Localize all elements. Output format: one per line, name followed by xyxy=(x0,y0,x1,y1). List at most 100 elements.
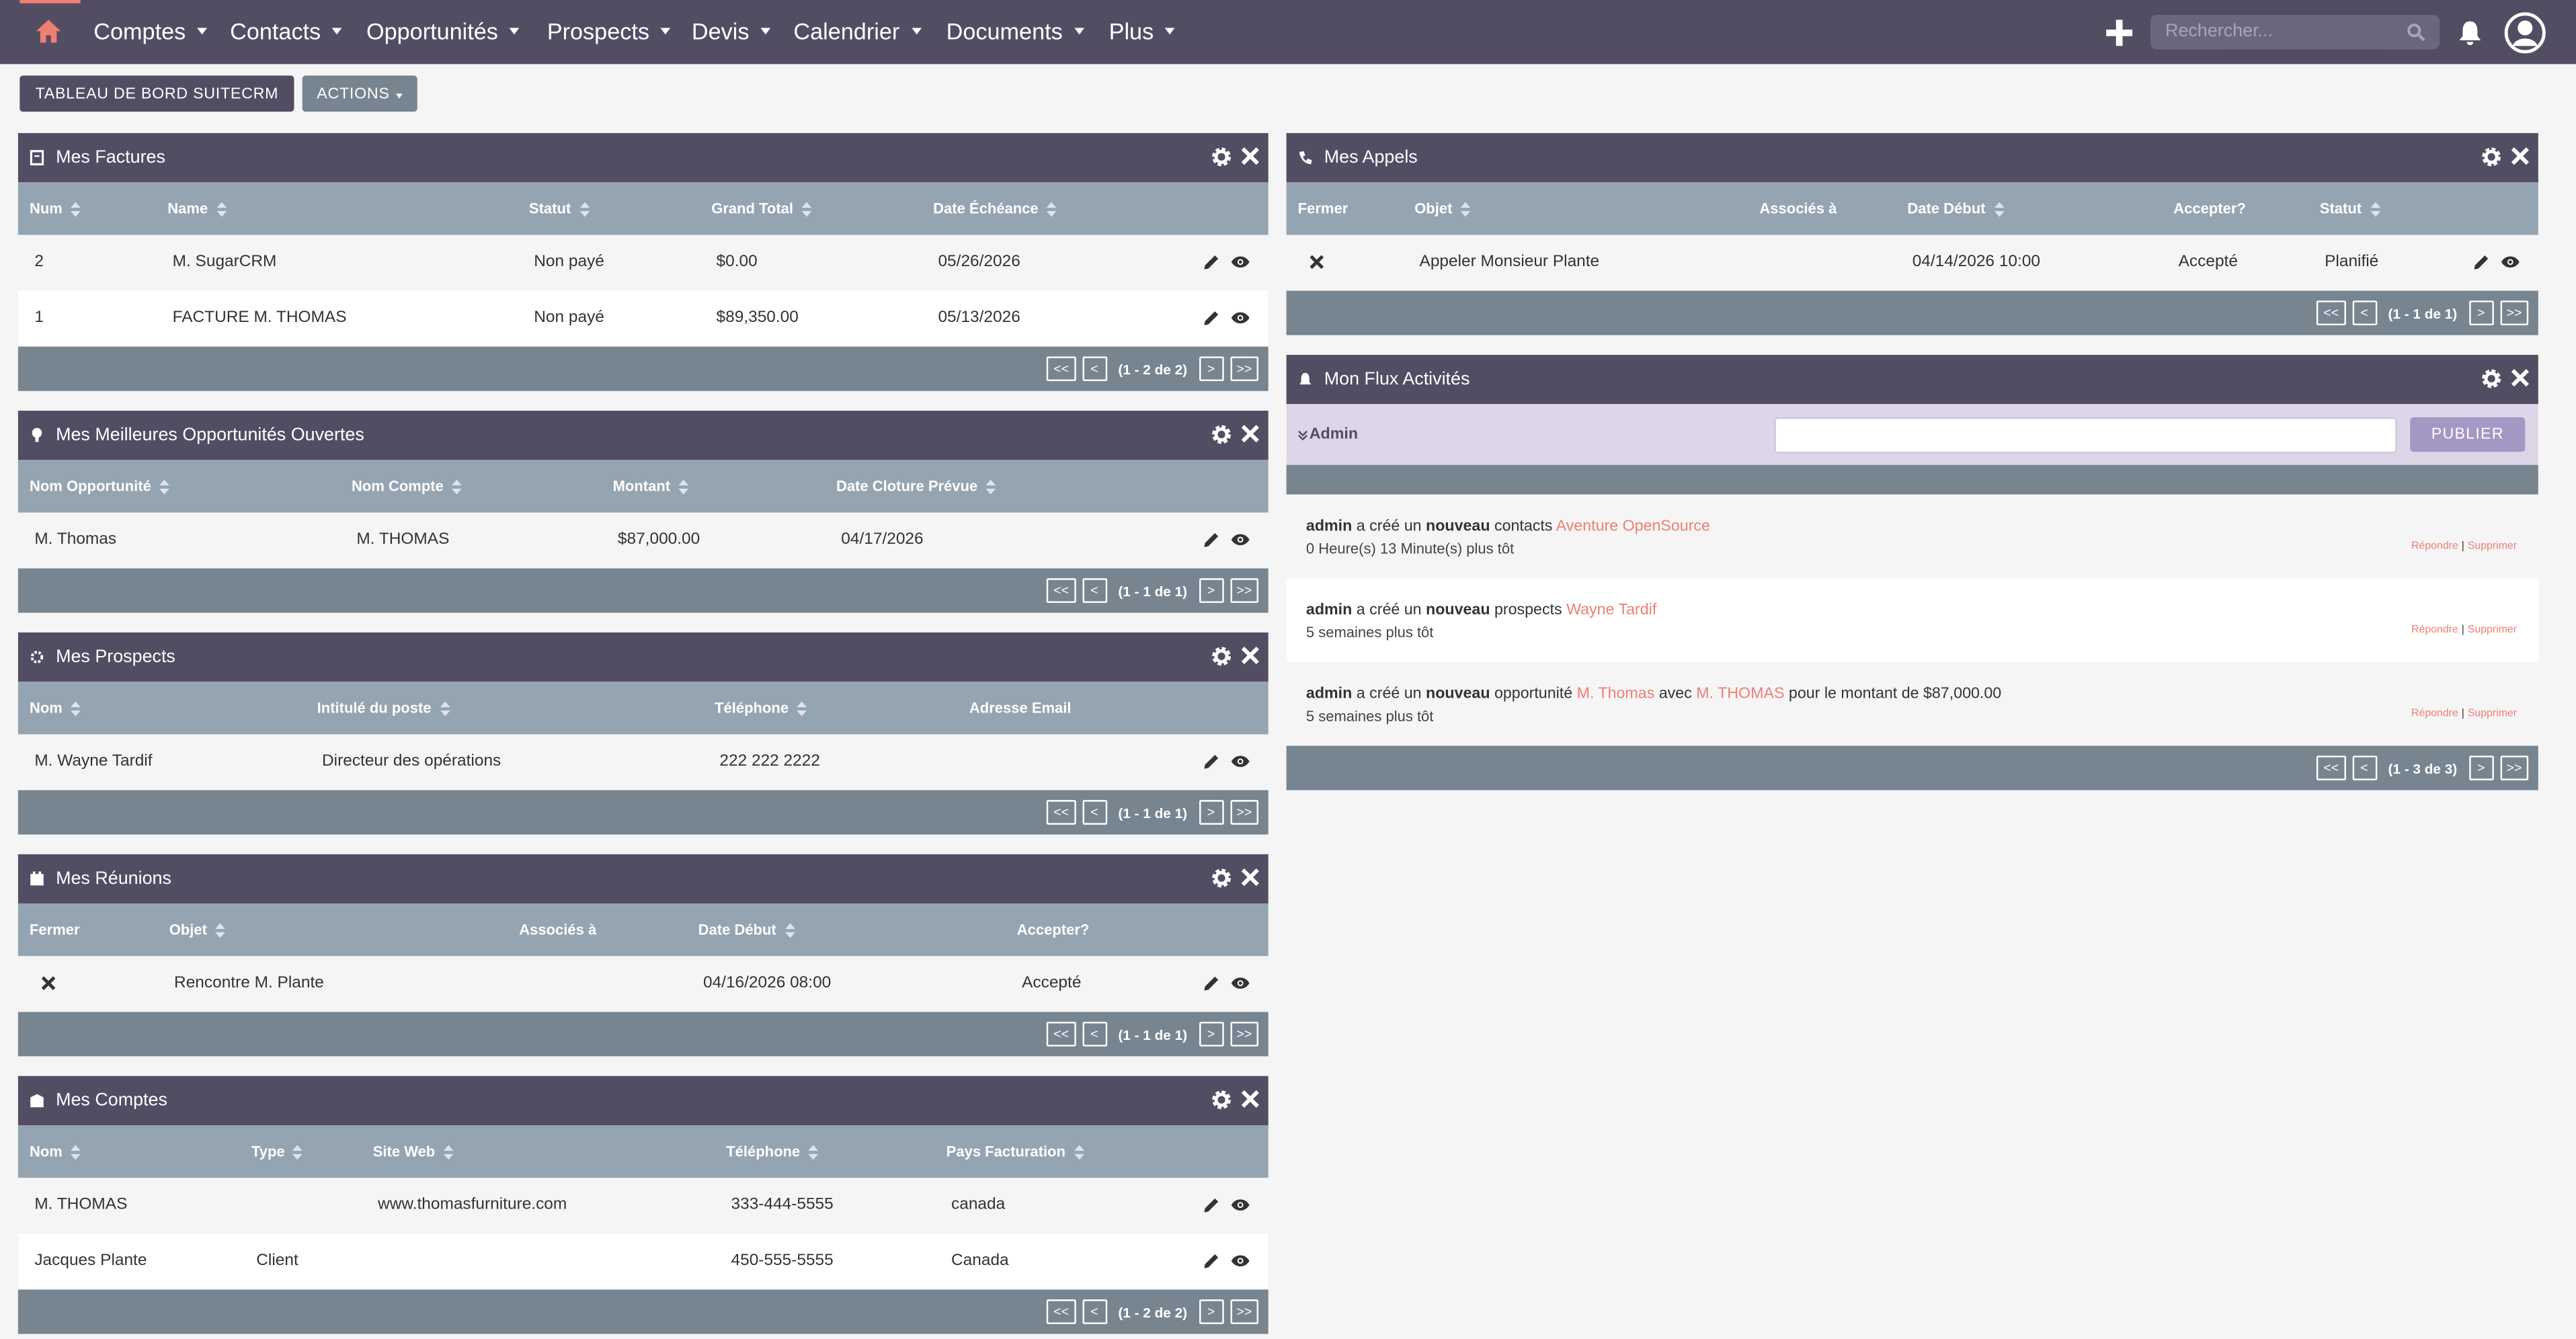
close-button[interactable] xyxy=(2510,368,2530,387)
pager-button[interactable]: > xyxy=(1199,800,1223,825)
pager-button[interactable]: > xyxy=(1199,578,1223,603)
pager-button[interactable]: >> xyxy=(1230,1022,1259,1047)
edit-button[interactable] xyxy=(1203,309,1221,327)
table-cell[interactable]: Jacques Plante xyxy=(34,1252,147,1270)
edit-button[interactable] xyxy=(1203,752,1221,770)
delete-link[interactable]: Supprimer xyxy=(2467,540,2518,553)
table-cell[interactable]: Appeler Monsieur Plante xyxy=(1419,253,1600,272)
create-button[interactable] xyxy=(2106,19,2133,46)
nav-menu-item[interactable]: Contacts xyxy=(230,18,342,44)
close-record-button[interactable] xyxy=(41,976,56,991)
edit-button[interactable] xyxy=(1203,1196,1221,1214)
pager-button[interactable]: < xyxy=(1082,1299,1107,1324)
close-button[interactable] xyxy=(1240,1089,1260,1108)
close-button[interactable] xyxy=(1240,867,1260,887)
delete-link[interactable]: Supprimer xyxy=(2467,624,2518,636)
nav-menu-item[interactable]: Comptes xyxy=(93,18,208,44)
pager-button[interactable]: < xyxy=(1082,356,1107,381)
column-header[interactable]: Statut xyxy=(2320,200,2380,217)
view-button[interactable] xyxy=(1230,1254,1250,1268)
settings-button[interactable] xyxy=(1211,645,1232,667)
column-header[interactable]: Date Début xyxy=(1907,200,2004,217)
edit-button[interactable] xyxy=(1203,253,1221,271)
settings-button[interactable] xyxy=(2481,147,2502,168)
reply-link[interactable]: Répondre xyxy=(2411,624,2458,636)
settings-button[interactable] xyxy=(1211,867,1232,889)
table-cell[interactable]: M. Thomas xyxy=(34,530,117,549)
view-button[interactable] xyxy=(1230,754,1250,769)
activity-segment[interactable]: Aventure OpenSource xyxy=(1556,517,1710,536)
notifications-button[interactable] xyxy=(2458,19,2483,46)
close-button[interactable] xyxy=(1240,424,1260,444)
column-header[interactable]: Intitulé du poste xyxy=(317,700,450,717)
table-cell[interactable]: M. THOMAS xyxy=(34,1196,128,1215)
dashboard-button[interactable]: TABLEAU DE BORD SUITECRM xyxy=(19,75,294,112)
activity-segment[interactable]: M. THOMAS xyxy=(1696,685,1785,703)
pager-button[interactable]: > xyxy=(2468,300,2494,325)
pager-button[interactable]: >> xyxy=(1230,800,1259,825)
nav-menu-item[interactable]: Plus xyxy=(1109,18,1175,44)
column-header[interactable]: Statut xyxy=(529,200,590,217)
view-button[interactable] xyxy=(1230,255,1250,270)
column-header[interactable]: Montant xyxy=(613,478,688,495)
column-header[interactable]: Type xyxy=(251,1143,303,1160)
table-cell[interactable]: 222 222 2222 xyxy=(719,752,820,771)
table-cell[interactable]: 450-555-5555 xyxy=(731,1252,834,1270)
close-button[interactable] xyxy=(1240,147,1260,166)
pager-button[interactable]: < xyxy=(1082,1022,1107,1047)
column-header[interactable]: Site Web xyxy=(373,1143,454,1160)
table-cell[interactable]: 333-444-5555 xyxy=(731,1196,834,1215)
column-header[interactable]: Téléphone xyxy=(715,700,807,717)
pager-button[interactable]: >> xyxy=(1230,356,1259,381)
nav-menu-item[interactable]: Devis xyxy=(692,18,771,44)
pager-button[interactable]: >> xyxy=(1230,1299,1259,1324)
view-button[interactable] xyxy=(1230,311,1250,325)
column-header[interactable]: Date Échéance xyxy=(933,200,1057,217)
settings-button[interactable] xyxy=(1211,424,1232,446)
column-header[interactable]: Name xyxy=(167,200,227,217)
delete-link[interactable]: Supprimer xyxy=(2467,708,2518,720)
view-button[interactable] xyxy=(1230,1198,1250,1213)
pager-button[interactable]: << xyxy=(1047,800,1076,825)
pager-button[interactable]: << xyxy=(1047,578,1076,603)
column-header[interactable]: Date Début xyxy=(698,922,795,938)
home-button[interactable] xyxy=(34,18,63,44)
reply-link[interactable]: Répondre xyxy=(2411,708,2458,720)
edit-button[interactable] xyxy=(2472,253,2491,271)
column-header[interactable]: Téléphone xyxy=(726,1143,819,1160)
column-header[interactable]: Nom xyxy=(30,1143,81,1160)
column-header[interactable]: Nom Opportunité xyxy=(30,478,169,495)
activity-segment[interactable]: M. Thomas xyxy=(1576,685,1655,703)
column-header[interactable]: Pays Facturation xyxy=(947,1143,1084,1160)
column-header[interactable]: Nom xyxy=(30,700,81,717)
pager-button[interactable]: < xyxy=(2351,756,2377,780)
pager-button[interactable]: > xyxy=(1199,1299,1223,1324)
pager-button[interactable]: << xyxy=(1047,356,1076,381)
nav-menu-item[interactable]: Opportunités xyxy=(366,18,520,44)
user-button[interactable] xyxy=(2504,11,2547,54)
publish-button[interactable]: PUBLIER xyxy=(2410,417,2526,452)
pager-button[interactable]: << xyxy=(1047,1022,1076,1047)
table-cell[interactable]: M. Wayne Tardif xyxy=(34,752,153,771)
pager-button[interactable]: >> xyxy=(2499,300,2529,325)
pager-button[interactable]: >> xyxy=(1230,578,1259,603)
settings-button[interactable] xyxy=(2481,368,2502,389)
activity-segment[interactable]: Wayne Tardif xyxy=(1566,601,1657,620)
column-header[interactable]: Grand Total xyxy=(711,200,811,217)
search-box[interactable]: Rechercher... xyxy=(2150,14,2440,50)
table-cell[interactable]: FACTURE M. THOMAS xyxy=(172,309,347,327)
pager-button[interactable]: < xyxy=(1082,800,1107,825)
pager-button[interactable]: << xyxy=(2317,300,2345,325)
settings-button[interactable] xyxy=(1211,1089,1232,1110)
close-record-button[interactable] xyxy=(1310,255,1324,270)
table-cell[interactable]: www.thomasfurniture.com xyxy=(378,1196,567,1215)
pager-button[interactable]: < xyxy=(1082,578,1107,603)
pager-button[interactable]: > xyxy=(2468,756,2494,780)
close-button[interactable] xyxy=(2510,147,2530,166)
close-button[interactable] xyxy=(1240,645,1260,665)
column-header[interactable]: Nom Compte xyxy=(352,478,462,495)
pager-button[interactable]: > xyxy=(1199,356,1223,381)
column-header[interactable]: Num xyxy=(30,200,81,217)
settings-button[interactable] xyxy=(1211,147,1232,168)
edit-button[interactable] xyxy=(1203,530,1221,549)
